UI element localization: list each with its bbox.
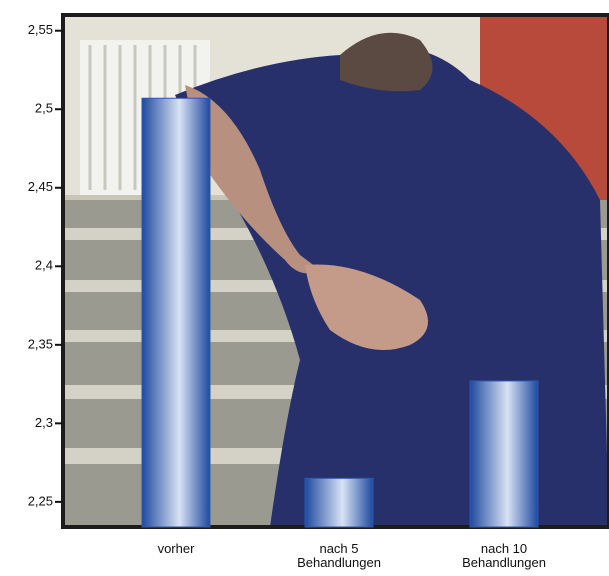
y-tick-label: 2,35	[28, 336, 53, 351]
y-tick-label: 2,4	[35, 258, 53, 273]
x-tick-label: vorher	[157, 541, 195, 556]
x-tick-label: nach 10 Behandlungen	[462, 541, 546, 570]
y-tick-label: 2,55	[28, 22, 53, 37]
bar	[141, 97, 211, 528]
y-tick-label: 2,45	[28, 179, 53, 194]
y-tick-label: 2,5	[35, 101, 53, 116]
bar	[304, 477, 374, 528]
bar	[469, 380, 539, 528]
x-tick-label: nach 5 Behandlungen	[297, 541, 381, 570]
y-tick-label: 2,25	[28, 493, 53, 508]
y-tick-label: 2,3	[35, 415, 53, 430]
